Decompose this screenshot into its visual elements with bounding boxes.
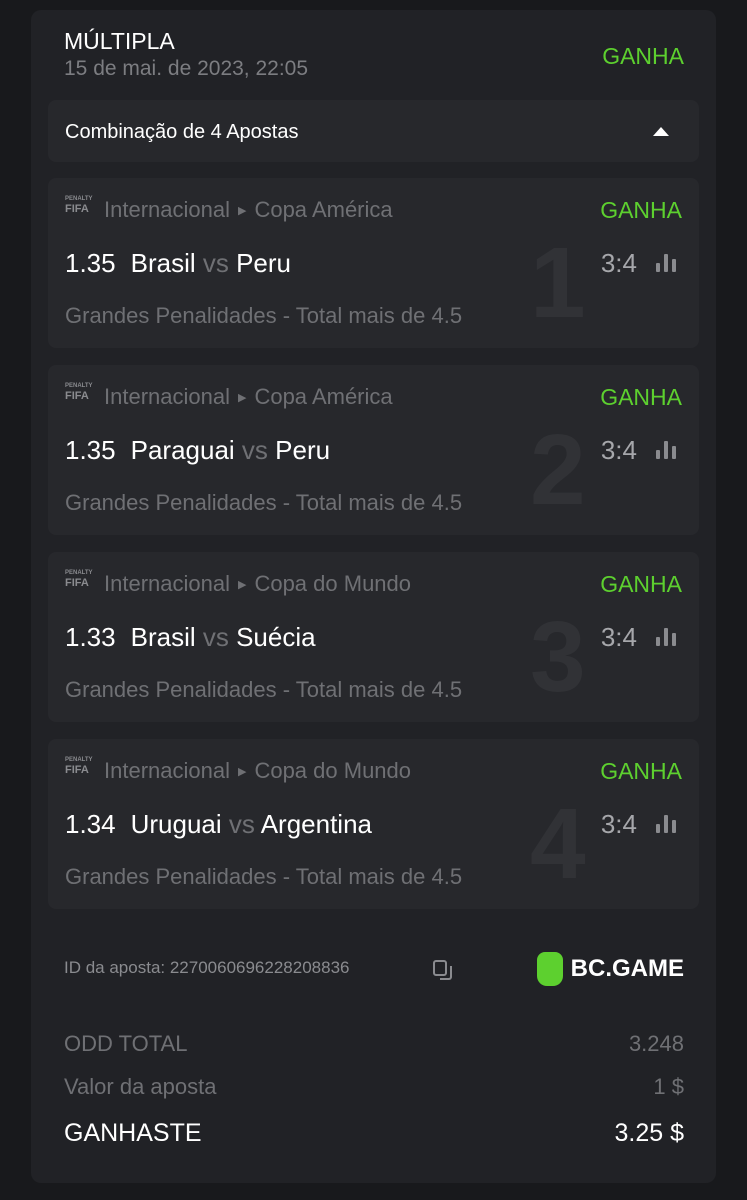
copy-icon[interactable] (433, 960, 447, 976)
logo-main: FIFA (65, 390, 89, 402)
stats-icon[interactable] (656, 254, 676, 272)
match-line: 1.33 Brasil vs Suécia (65, 622, 316, 653)
bet-market: Grandes Penalidades - Total mais de 4.5 (65, 864, 463, 889)
caret-right-icon: ▶ (237, 205, 247, 217)
league-breadcrumb: Internacional ▶ Copa América (104, 197, 393, 223)
bet-id: ID da aposta: 2270060696228208836 (64, 958, 350, 977)
vs-label: vs (202, 622, 229, 652)
odd-total-value: 3.248 (628, 1031, 684, 1056)
home-team: Paraguai (130, 435, 235, 465)
fifa-penalty-icon: PENALTY FIFA (65, 383, 97, 411)
bet-odd: 1.35 (65, 435, 116, 465)
home-team: Brasil (130, 248, 196, 278)
bet-index-watermark: 3 (530, 607, 586, 707)
match-score: 3:4 (600, 809, 637, 839)
bet-index-watermark: 4 (530, 794, 586, 894)
copy-icon-back (440, 966, 452, 980)
stats-icon[interactable] (656, 628, 676, 646)
bet-index-watermark: 2 (530, 420, 586, 520)
bet-status: GANHA (600, 384, 682, 410)
bet-odd: 1.33 (65, 622, 116, 652)
bet-type-title: MÚLTIPLA (64, 28, 175, 54)
winnings-row: GANHASTE 3.25 $ (64, 1119, 684, 1148)
bet-index-watermark: 1 (530, 233, 586, 333)
tournament-name: Copa América (254, 384, 393, 409)
combination-toggle[interactable]: Combinação de 4 Apostas (48, 100, 699, 162)
bet-status: GANHA (600, 758, 682, 784)
match-line: 1.34 Uruguai vs Argentina (65, 809, 372, 840)
bet-odd: 1.34 (65, 809, 116, 839)
caret-right-icon: ▶ (237, 579, 247, 591)
bet-card[interactable]: 4 PENALTY FIFA Internacional ▶ Copa do Mund… (48, 739, 699, 909)
home-team: Uruguai (130, 809, 222, 839)
winnings-value: 3.25 $ (614, 1119, 684, 1147)
odd-total-label: ODD TOTAL (64, 1031, 188, 1056)
bet-market: Grandes Penalidades - Total mais de 4.5 (65, 490, 463, 515)
stats-icon[interactable] (656, 815, 676, 833)
stats-icon[interactable] (656, 441, 676, 459)
away-team: Peru (275, 435, 331, 465)
logo-main: FIFA (65, 577, 89, 589)
tournament-name: Copa América (254, 197, 393, 222)
bet-status: GANHA (600, 197, 682, 223)
logo-main: FIFA (65, 203, 89, 215)
caret-right-icon: ▶ (237, 392, 247, 404)
caret-right-icon: ▶ (237, 766, 247, 778)
status-badge: GANHA (602, 43, 684, 69)
bet-card[interactable]: 3 PENALTY FIFA Internacional ▶ Copa do Mund… (48, 552, 699, 722)
vs-label: vs (228, 809, 255, 839)
combination-label: Combinação de 4 Apostas (65, 121, 299, 143)
league-name: Internacional (104, 197, 230, 222)
match-score: 3:4 (600, 435, 637, 465)
logo-top: PENALTY (65, 757, 93, 763)
bet-date: 15 de mai. de 2023, 22:05 (64, 57, 309, 80)
stake-value: 1 $ (653, 1074, 684, 1099)
league-name: Internacional (104, 384, 230, 409)
bet-card[interactable]: 2 PENALTY FIFA Internacional ▶ Copa América… (48, 365, 699, 535)
winnings-label: GANHASTE (64, 1119, 202, 1147)
bet-market: Grandes Penalidades - Total mais de 4.5 (65, 677, 463, 702)
match-score: 3:4 (600, 248, 637, 278)
vs-label: vs (202, 248, 229, 278)
away-team: Suécia (236, 622, 316, 652)
bet-status: GANHA (600, 571, 682, 597)
logo-top: PENALTY (65, 383, 93, 389)
league-breadcrumb: Internacional ▶ Copa América (104, 384, 393, 410)
bet-odd: 1.35 (65, 248, 116, 278)
stake-row: Valor da aposta 1 $ (64, 1074, 684, 1100)
home-team: Brasil (130, 622, 196, 652)
league-breadcrumb: Internacional ▶ Copa do Mundo (104, 571, 411, 597)
bet-market: Grandes Penalidades - Total mais de 4.5 (65, 303, 463, 328)
bet-slip-panel: MÚLTIPLA 15 de mai. de 2023, 22:05 GANHA… (31, 10, 716, 1183)
match-score: 3:4 (600, 622, 637, 652)
bc-game-logo: BC.GAME (536, 952, 684, 986)
bet-card[interactable]: 1 PENALTY FIFA Internacional ▶ Copa América… (48, 178, 699, 348)
tournament-name: Copa do Mundo (254, 571, 412, 596)
fifa-penalty-icon: PENALTY FIFA (65, 570, 97, 598)
league-name: Internacional (104, 571, 230, 596)
match-line: 1.35 Paraguai vs Peru (65, 435, 330, 466)
logo-top: PENALTY (65, 570, 93, 576)
odd-total-row: ODD TOTAL 3.248 (64, 1031, 684, 1057)
vs-label: vs (241, 435, 268, 465)
tournament-name: Copa do Mundo (254, 758, 412, 783)
chevron-up-icon (653, 127, 669, 136)
away-team: Peru (236, 248, 292, 278)
away-team: Argentina (260, 809, 373, 839)
stake-label: Valor da aposta (64, 1074, 217, 1099)
league-breadcrumb: Internacional ▶ Copa do Mundo (104, 758, 411, 784)
bc-game-logo-mark (536, 952, 563, 986)
logo-top: PENALTY (65, 196, 93, 202)
fifa-penalty-icon: PENALTY FIFA (65, 196, 97, 224)
fifa-penalty-icon: PENALTY FIFA (65, 757, 97, 785)
brand-text: BC.GAME (570, 955, 684, 982)
league-name: Internacional (104, 758, 230, 783)
match-line: 1.35 Brasil vs Peru (65, 248, 291, 279)
logo-main: FIFA (65, 764, 89, 776)
